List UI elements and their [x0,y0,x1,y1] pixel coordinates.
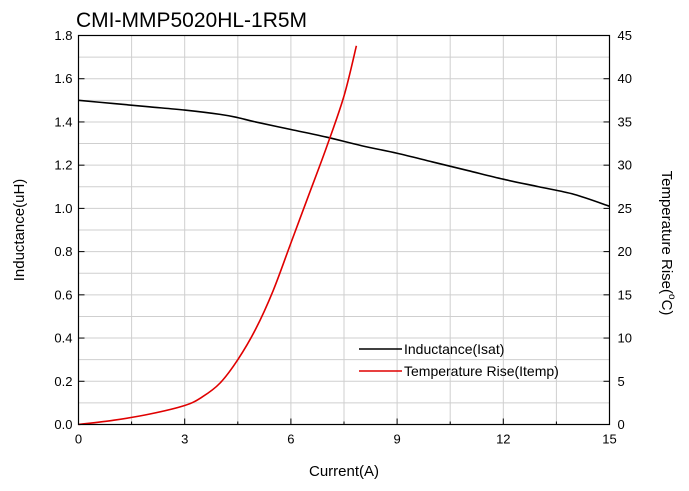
y-right-title-prefix: Temperature Rise( [658,171,675,294]
y-left-tick-label: 0.6 [54,287,72,302]
y-left-tick-label: 1.8 [54,28,72,43]
y-right-title-degree: o [666,294,677,300]
legend-label: Inductance(Isat) [404,341,504,357]
x-tick-label: 6 [287,432,294,447]
x-tick-label: 3 [181,432,188,447]
y-left-tick-label: 1.2 [54,158,72,173]
series-lines [78,45,610,426]
plot-frame [77,34,611,426]
y-left-tick-label: 1.4 [54,114,72,129]
y-right-tick-label: 0 [618,417,625,432]
y-left-tick-label: 1.0 [54,201,72,216]
x-tick-label: 15 [602,432,616,447]
grid [78,35,610,425]
y-right-tick-label: 25 [618,201,632,216]
axis-ticks: 0 3 6 9 12 15 0.0 0.2 0.4 0.6 0.8 1.0 1.2 1.4 1.6 1.8 0 5… [54,28,632,447]
y-right-tick-label: 35 [618,114,632,129]
x-axis-title: Current(A) [309,463,379,480]
x-tick-label: 9 [393,432,400,447]
y-left-axis-title: Inductance(uH) [11,179,28,282]
y-right-tick-label: 15 [618,287,632,302]
x-tick-label: 12 [496,432,510,447]
y-right-tick-label: 30 [618,158,632,173]
y-left-tick-label: 1.6 [54,71,72,86]
legend: Inductance(Isat) Temperature Rise(Itemp) [359,341,559,379]
y-right-tick-label: 45 [618,28,632,43]
y-right-axis-title: Temperature Rise(oC) [658,171,677,316]
chart-title: CMI-MMP5020HL-1R5M [76,9,307,32]
y-right-tick-label: 10 [618,331,632,346]
y-left-tick-label: 0.4 [54,331,72,346]
y-left-tick-label: 0.8 [54,244,72,259]
y-right-tick-label: 20 [618,244,632,259]
y-right-tick-label: 5 [618,374,625,389]
y-right-title-suffix: C) [658,300,675,316]
series-line-inductance [78,99,610,207]
legend-label: Temperature Rise(Itemp) [404,363,559,379]
series-line-temperature-rise [78,45,358,426]
y-left-tick-label: 0.0 [54,417,72,432]
x-tick-label: 0 [75,432,82,447]
y-right-tick-label: 40 [618,71,632,86]
y-left-tick-label: 0.2 [54,374,72,389]
